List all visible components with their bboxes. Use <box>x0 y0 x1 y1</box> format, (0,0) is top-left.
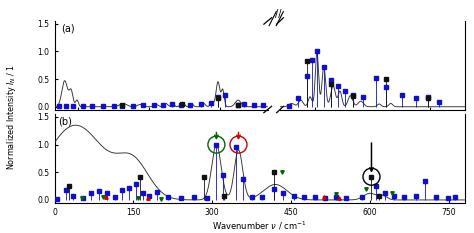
X-axis label: Wavenumber $\nu$ / cm$^{-1}$: Wavenumber $\nu$ / cm$^{-1}$ <box>212 219 307 232</box>
Text: (a): (a) <box>61 24 74 34</box>
Text: (b): (b) <box>59 117 73 127</box>
Text: Normalized Intensity $I_N$ / 1: Normalized Intensity $I_N$ / 1 <box>5 63 18 170</box>
Text: //: // <box>275 9 282 19</box>
